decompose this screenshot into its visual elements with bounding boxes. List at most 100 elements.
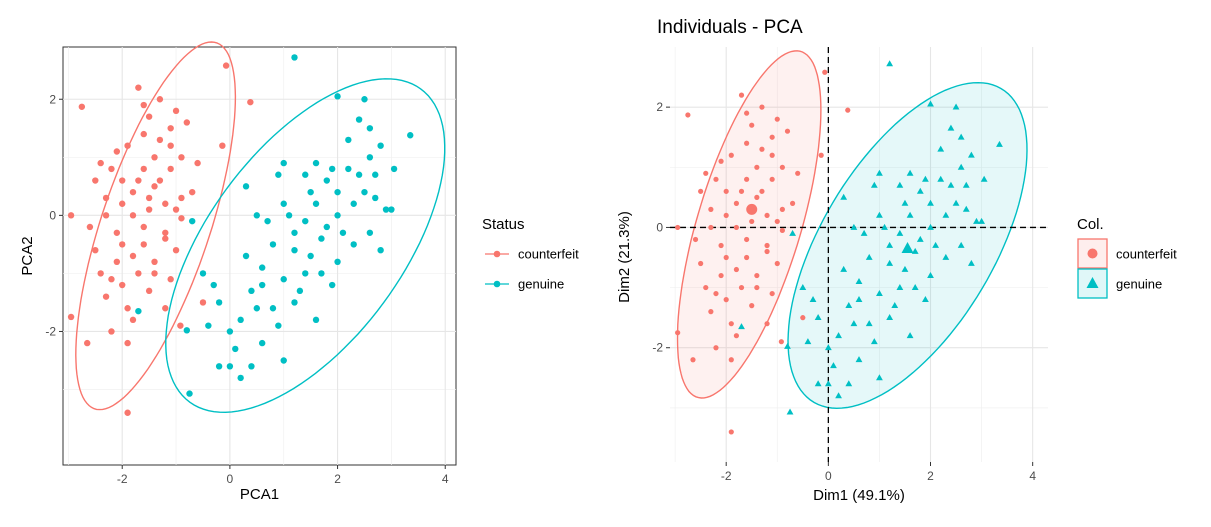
data-point-counterfeit [178, 154, 185, 161]
data-point-genuine [886, 60, 894, 67]
data-point-genuine [248, 363, 255, 370]
tick-labels-left: -2 0 2 4 -2 0 2 [45, 92, 449, 486]
data-point-genuine [285, 212, 293, 219]
data-point-genuine [302, 171, 309, 178]
data-point-genuine [339, 229, 347, 236]
data-point-counterfeit [769, 134, 775, 140]
data-point-counterfeit [167, 165, 174, 173]
data-point-genuine [258, 339, 266, 347]
x-tick-label: 4 [1029, 469, 1036, 483]
data-point-genuine [840, 265, 848, 272]
data-point-genuine [183, 327, 191, 334]
data-point-counterfeit [108, 276, 115, 283]
points-left [67, 54, 414, 416]
data-point-genuine [280, 357, 287, 364]
data-point-genuine [886, 259, 894, 266]
legend-left: Status counterfeit genuine [482, 216, 579, 292]
data-point-genuine [361, 188, 368, 196]
data-point-counterfeit [845, 107, 851, 113]
legend-title: Status [482, 216, 525, 233]
data-point-genuine [264, 217, 271, 225]
data-point-genuine [881, 223, 888, 230]
data-point-counterfeit [764, 212, 770, 219]
data-point-counterfeit [779, 206, 785, 212]
data-point-counterfeit [129, 252, 137, 260]
data-point-counterfeit [718, 272, 724, 279]
data-point-genuine [355, 171, 363, 178]
data-point-counterfeit [92, 177, 99, 184]
data-point-counterfeit [698, 260, 704, 267]
data-point-genuine [291, 54, 298, 61]
data-point-counterfeit [759, 104, 765, 110]
data-point-genuine [947, 181, 955, 188]
data-point-counterfeit [764, 248, 770, 255]
legend-label-counterfeit: counterfeit [518, 247, 579, 262]
data-point-counterfeit [733, 224, 740, 231]
data-point-counterfeit [167, 125, 174, 132]
data-point-genuine [886, 241, 894, 248]
data-point-genuine [189, 217, 196, 225]
data-point-genuine [896, 181, 904, 188]
data-point-counterfeit [124, 305, 131, 312]
data-point-counterfeit [124, 339, 131, 347]
legend-title: Col. [1077, 216, 1104, 233]
data-point-genuine [226, 363, 234, 370]
data-point-genuine [372, 171, 379, 178]
data-point-genuine [845, 302, 853, 309]
data-point-counterfeit [723, 188, 729, 194]
data-point-counterfeit [744, 110, 750, 116]
data-point-counterfeit [795, 170, 801, 176]
legend-key-triangle-icon [1086, 277, 1099, 288]
data-point-counterfeit [151, 258, 158, 266]
tick-labels-right: -2 0 2 4 -2 0 2 [652, 100, 1036, 483]
data-point-counterfeit [108, 328, 115, 335]
data-point-genuine [280, 200, 287, 207]
data-point-counterfeit [219, 142, 226, 149]
data-point-counterfeit [140, 101, 147, 109]
data-point-genuine [312, 316, 320, 324]
panel-border-left [62, 46, 457, 466]
data-point-genuine [850, 223, 858, 230]
data-point-genuine [906, 332, 914, 339]
data-point-genuine [927, 271, 934, 278]
data-point-counterfeit [779, 164, 785, 170]
data-point-genuine [237, 374, 244, 382]
x-tick-label: 2 [927, 469, 934, 483]
data-point-genuine [361, 96, 368, 103]
data-point-genuine [135, 307, 142, 315]
data-point-genuine [937, 175, 945, 182]
data-point-counterfeit [194, 159, 201, 167]
data-point-genuine [809, 296, 817, 303]
data-point-genuine [205, 322, 212, 329]
y-tick-label: 0 [656, 220, 663, 234]
data-point-genuine [232, 345, 239, 353]
data-point-genuine [906, 169, 914, 176]
data-point-counterfeit [728, 429, 734, 435]
data-point-genuine [253, 212, 261, 219]
data-point-genuine [312, 159, 320, 167]
data-point-genuine [980, 175, 988, 182]
data-point-counterfeit [97, 270, 104, 277]
data-point-counterfeit [86, 223, 94, 231]
x-tick-label: 2 [334, 472, 341, 486]
data-point-counterfeit [113, 258, 121, 266]
data-point-counterfeit [759, 188, 765, 194]
data-point-counterfeit [713, 290, 719, 297]
data-point-genuine [242, 183, 250, 190]
data-point-counterfeit [759, 146, 765, 152]
data-point-genuine [911, 283, 919, 290]
data-point-genuine [952, 103, 960, 110]
data-point-genuine [291, 229, 298, 236]
data-point-counterfeit [172, 246, 180, 254]
data-point-genuine [323, 177, 330, 184]
data-point-genuine [876, 289, 883, 296]
data-point-counterfeit [167, 276, 174, 283]
data-point-genuine [237, 316, 244, 324]
data-point-counterfeit [800, 315, 806, 321]
data-point-genuine [942, 211, 950, 218]
legend-label-genuine: genuine [518, 277, 564, 292]
data-point-genuine [280, 159, 287, 167]
mean-point-counterfeit [746, 203, 758, 215]
x-axis-label: PCA1 [240, 486, 279, 503]
data-point-counterfeit [119, 281, 126, 289]
